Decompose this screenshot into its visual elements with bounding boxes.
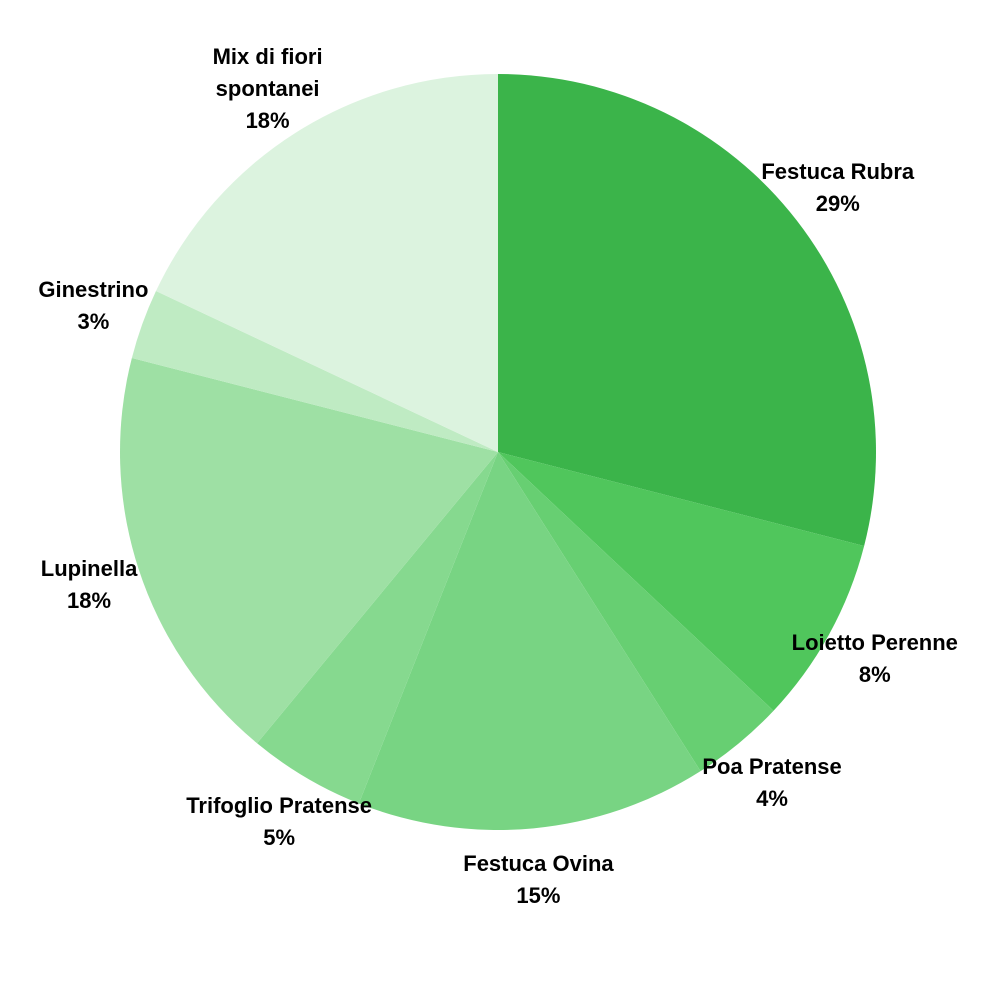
pie-slice-2 (498, 452, 774, 772)
pie-slice-6 (131, 291, 499, 452)
slice-label-7: Mix di fiori spontanei 18% (213, 41, 323, 137)
pie-slice-7 (155, 74, 498, 452)
slice-percent-0: 29% (815, 191, 860, 217)
slice-label-5: Lupinella 18% (41, 553, 138, 617)
slice-name-3-0: Festuca Ovina (463, 851, 614, 877)
slice-percent-7: 18% (245, 107, 290, 133)
slice-label-6: Ginestrino 3% (38, 274, 148, 338)
slice-label-1: Loietto Perenne 8% (792, 627, 958, 691)
pie-slice-4 (257, 452, 498, 804)
pie-slice-3 (358, 452, 701, 830)
slice-percent-5: 18% (67, 587, 112, 613)
slice-name-7-1: spontanei (215, 75, 320, 101)
slice-name-6-0: Ginestrino (38, 277, 149, 303)
slice-name-2-0: Poa Pratense (702, 754, 842, 780)
slice-name-4-0: Trifoglio Pratense (186, 793, 373, 819)
slice-label-3: Festuca Ovina 15% (463, 848, 613, 912)
slice-name-0-0: Festuca Rubra (761, 159, 915, 185)
slice-label-2: Poa Pratense 4% (702, 751, 841, 815)
slice-percent-3: 15% (516, 883, 561, 909)
pie-slice-0 (498, 74, 877, 547)
slice-name-5-0: Lupinella (40, 555, 138, 581)
slice-percent-1: 8% (858, 662, 891, 688)
slice-name-7-0: Mix di fiori (212, 43, 323, 69)
slice-label-0: Festuca Rubra 29% (761, 156, 914, 220)
slice-percent-6: 3% (77, 309, 110, 335)
slice-label-4: Trifoglio Pratense 5% (186, 790, 372, 854)
slice-name-1-0: Loietto Perenne (791, 630, 958, 656)
slice-percent-4: 5% (263, 825, 296, 851)
slice-percent-2: 4% (756, 786, 788, 812)
pie-slice-5 (120, 357, 499, 744)
pie-slice-1 (498, 452, 865, 711)
